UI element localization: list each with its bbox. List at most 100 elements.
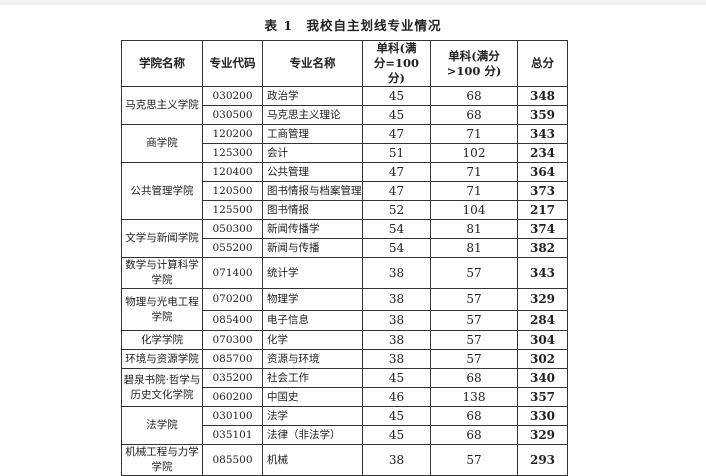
college-name: 物理与光电工程学院 [121,288,203,331]
major-name: 机械 [262,444,363,476]
total-score: 357 [517,387,568,407]
major-code: 125300 [202,143,263,163]
table-row: 法学院 030100 法学 45 68 330 [121,406,568,445]
cutoff-scores-table: 学院名称 专业代码 专业名称 单科(满分=100 分) 单科(满分>100 分) 总分 马… [121,40,568,476]
major-code: 055200 [202,238,263,258]
single-over-100-score: 81 [430,219,518,239]
single-over-100-score: 57 [430,257,518,289]
single-over-100-score: 104 [430,200,518,220]
major-name: 统计学 [262,257,363,289]
college-name: 环境与资源学院 [121,349,203,369]
single-100-score: 51 [362,143,431,163]
college-name: 化学学院 [121,330,203,350]
major-name: 政治学 [262,86,363,106]
major-code: 125500 [202,200,263,220]
major-code: 070300 [202,330,263,350]
table-row: 碧泉书院·哲学与历史文化学院 035200 社会工作 45 68 340 [121,368,568,407]
single-over-100-score: 57 [430,310,518,331]
total-score: 234 [517,143,568,163]
single-100-score: 45 [362,425,431,445]
college-name: 公共管理学院 [121,162,203,220]
top-bar [0,0,706,5]
major-code: 070200 [202,288,263,311]
single-over-100-score: 102 [430,143,518,163]
single-over-100-score: 68 [430,425,518,445]
table-header-row: 学院名称 专业代码 专业名称 单科(满分=100 分) 单科(满分>100 分) 总分 [121,40,568,87]
major-code: 085700 [202,349,263,369]
major-code: 120500 [202,181,263,201]
single-over-100-score: 57 [430,288,518,311]
major-code: 030500 [202,105,263,125]
single-100-score: 47 [362,181,431,201]
single-100-score: 38 [362,288,431,311]
total-score: 293 [517,444,568,476]
total-score: 340 [517,368,568,388]
major-name: 新闻与传播 [262,238,363,258]
college-name: 碧泉书院·哲学与历史文化学院 [121,368,203,407]
table-row: 文学与新闻学院 050300 新闻传播学 54 81 374 [121,219,568,258]
college-name: 马克思主义学院 [121,86,203,125]
table-title: 表 1 我校自主划线专业情况 [264,18,442,33]
table-row: 030500 马克思主义理论 45 68 359 [122,105,568,125]
college-name: 商学院 [121,124,203,163]
total-score: 348 [517,86,568,106]
table-row: 数学与计算科学学院 071400 统计学 38 57 343 [121,257,568,289]
major-code: 071400 [202,257,263,289]
major-name: 新闻传播学 [262,219,363,239]
single-100-score: 54 [362,219,431,239]
single-100-score: 38 [362,444,431,476]
major-name: 工商管理 [262,124,363,144]
table-row: 环境与资源学院 085700 资源与环境 38 57 302 [121,349,568,369]
single-100-score: 47 [362,124,431,144]
total-score: 364 [517,162,568,182]
total-score: 302 [517,349,568,369]
total-score: 343 [517,257,568,289]
single-over-100-score: 68 [430,368,518,388]
total-score: 343 [517,124,568,144]
table-row: 商学院 120200 工商管理 47 71 343 [121,124,568,163]
total-score: 382 [517,238,568,258]
major-code: 035200 [202,368,263,388]
single-over-100-score: 71 [430,124,518,144]
header-single-over-100: 单科(满分>100 分) [430,40,518,87]
single-100-score: 45 [362,86,431,106]
total-score: 329 [517,425,568,445]
total-score: 359 [517,105,568,125]
single-100-score: 54 [362,238,431,258]
major-name: 电子信息 [262,310,363,331]
single-100-score: 52 [362,200,431,220]
table-row: 公共管理学院 120400 公共管理 47 71 364 [121,162,568,220]
major-code: 030200 [202,86,263,106]
single-100-score: 38 [362,310,431,331]
major-name: 图书情报与档案管理 [262,181,363,201]
college-name: 文学与新闻学院 [121,219,203,258]
major-name: 图书情报 [262,200,363,220]
table-row: 120500 图书情报与档案管理 47 71 373 [122,181,568,201]
major-code: 050300 [202,219,263,239]
total-score: 304 [517,330,568,350]
table-row: 化学学院 070300 化学 38 57 304 [121,330,568,350]
single-100-score: 45 [362,105,431,125]
total-score: 329 [517,288,568,311]
single-100-score: 47 [362,162,431,182]
single-over-100-score: 138 [430,387,518,407]
major-name: 化学 [262,330,363,350]
college-name: 法学院 [121,406,203,445]
header-major: 专业名称 [262,40,363,87]
single-over-100-score: 68 [430,86,518,106]
major-name: 公共管理 [262,162,363,182]
major-name: 中国史 [262,387,363,407]
single-over-100-score: 68 [430,406,518,426]
college-name: 数学与计算科学学院 [121,257,203,289]
major-code: 035101 [202,425,263,445]
single-over-100-score: 57 [430,349,518,369]
major-code: 085500 [202,444,263,476]
single-over-100-score: 57 [430,444,518,476]
single-over-100-score: 68 [430,105,518,125]
major-name: 法律（非法学） [262,425,363,445]
major-code: 030100 [202,406,263,426]
total-score: 330 [517,406,568,426]
major-name: 马克思主义理论 [262,105,363,125]
single-100-score: 45 [362,406,431,426]
table-row: 125500 图书情报 52 104 217 [122,200,568,220]
